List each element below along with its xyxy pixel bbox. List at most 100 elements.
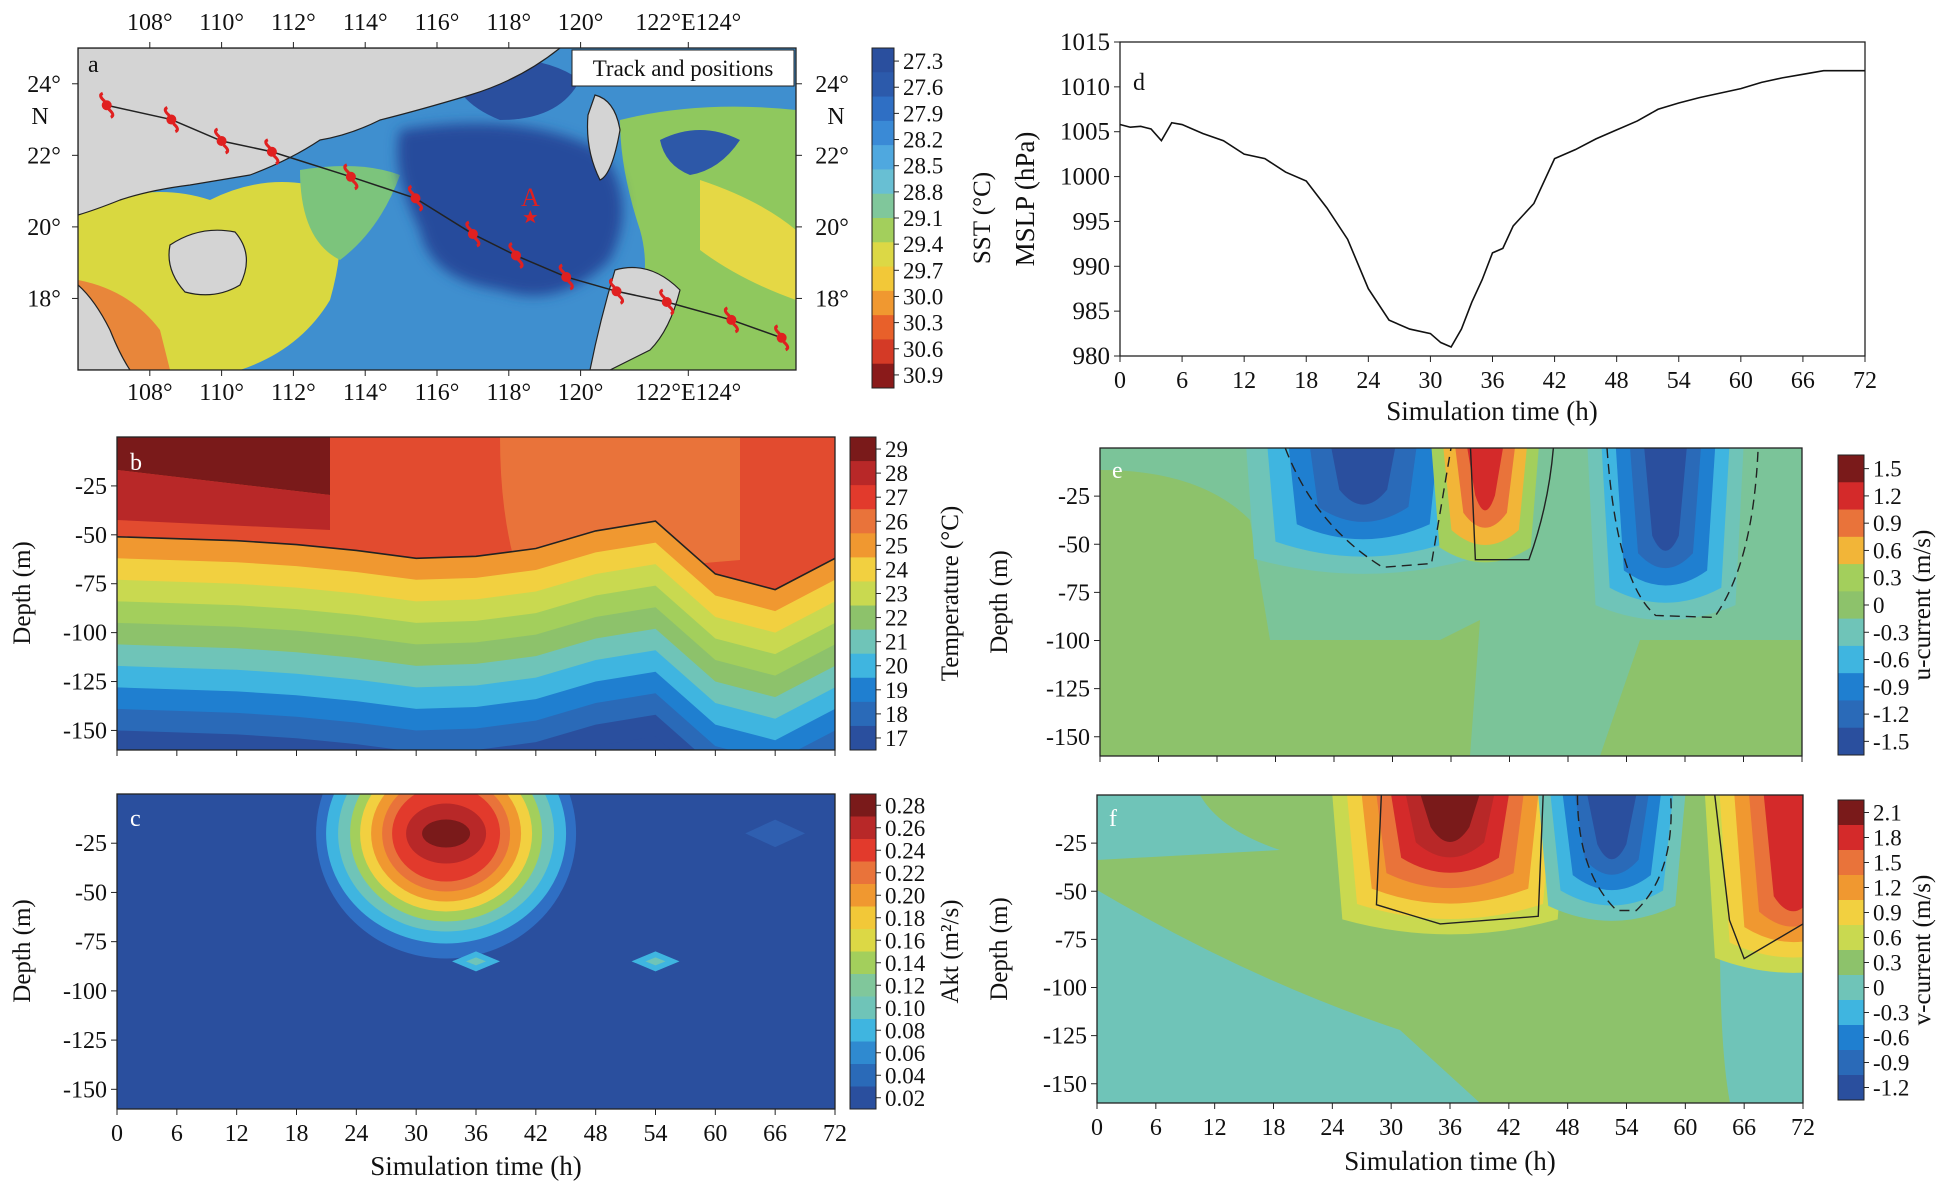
u-zero-contour-dashed-1 [1284,448,1452,569]
time-tick-label: 18 [1262,1115,1286,1141]
sst-east-cold [660,130,740,175]
panel-a: A Track and positions a 108° 108° 110° 110°… [27,10,996,406]
time-tick-label: 30 [1379,1115,1403,1141]
colorbar-label: Temperature (°C) [937,506,964,682]
colorbar-tick-label: 19 [885,678,908,703]
colorbar-swatch [1838,618,1864,647]
colorbar-swatch [850,701,876,727]
lat-unit-left: N [31,104,48,130]
colorbar-swatch [1838,564,1864,592]
colorbar-tick-label: 30.6 [903,337,943,362]
time-tick-label: 60 [1729,368,1753,394]
panel-f: f 0 6 12 18 24 30 36 42 48 54 60 66 72 -25 -50 -75 -100 -… [986,794,1936,1176]
colorbar-swatch [850,816,876,840]
xlabel-c: Simulation time (h) [370,1151,581,1181]
typhoon-marker-eye [561,271,572,282]
colorbar-tick-label: 20 [885,654,908,679]
panel-c-axes: 0 6 12 18 24 30 36 42 48 54 60 66 72 -25 -50 -75 -100 -12… [63,831,847,1147]
lon-tick-label-bottom: 122°E124° [635,380,741,406]
depth-tick-label: -75 [1058,580,1090,606]
colorbar-v: 2.11.81.51.20.90.60.30-0.3-0.6-0.9-1.2 v-… [1837,799,1936,1101]
panel-c: c 0 6 12 18 24 30 36 42 48 54 60 66 72 -25 -50 -75 -100 -… [9,793,964,1181]
typhoon-marker-arm [163,106,179,133]
ylabel-c: Depth (m) [9,899,36,1002]
mslp-tick-label: 995 [1073,208,1111,235]
colorbar-tick-label: 22 [885,606,908,631]
colorbar-tick-label: 0.16 [885,928,925,953]
colorbar-swatch [850,951,876,975]
typhoon-position-marker [723,306,739,334]
u-contour-solid [1469,448,1555,561]
colorbar-tick-label: 0 [1873,593,1885,618]
typhoon-marker-eye [510,250,521,261]
temp-band-29 [117,437,330,495]
legend-box [571,49,795,87]
typhoon-position-marker [343,163,359,191]
panel-label-c: c [130,806,141,832]
panel-b-field [117,437,835,750]
colorbar-swatch [1838,455,1864,483]
depth-tick-label: -125 [63,670,107,696]
depth-tick-label: -25 [1058,484,1090,510]
colorbar-tick-label: 0.20 [885,883,925,908]
typhoon-position-marker [558,263,574,291]
akt-secondary-core [645,957,666,966]
colorbar-sst: 27.327.627.928.228.528.829.129.429.730.0… [871,47,996,389]
typhoon-marker-eye [410,193,421,204]
time-tick-label: 66 [1791,368,1815,394]
colorbar-tick-label: 28.8 [903,180,943,205]
depth-tick-label: -150 [63,1077,107,1103]
v-weak-neg-west [1097,890,1480,1103]
colorbar-swatch [872,169,894,195]
colorbar-tick-label: -0.6 [1873,1026,1909,1051]
colorbar-swatch [1838,645,1864,674]
typhoon-marker-arm [343,163,359,191]
panel-label-a: a [88,52,99,78]
colorbar-swatch [850,1019,876,1042]
colorbar-tick-label: 30.9 [903,363,943,388]
colorbar-frame [849,793,877,1110]
panel-f-axes: 0 6 12 18 24 30 36 42 48 54 60 66 72 -25 -50 -75 -100 -12… [1043,831,1815,1141]
colorbar-tick-label: -1.2 [1873,702,1909,727]
lat-tick-label-right: 22° [815,143,849,169]
lat-unit-right: N [827,104,844,130]
lon-tick-label-top: 118° [486,10,531,36]
lat-tick-label-left: 18° [27,286,61,312]
v-positive-core-1 [1420,795,1480,842]
colorbar-swatch [850,509,876,534]
colorbar-swatch [850,557,876,582]
v-positive-core-2 [1763,795,1803,912]
colorbar-swatch [850,725,876,751]
panel-d-frame [1119,41,1866,357]
colorbar-tick-label: 0.14 [885,951,926,976]
time-tick-label: 60 [703,1121,727,1147]
panel-e-axes: -25 -50 -75 -100 -125 -150 [1046,484,1803,762]
colorbar-swatch [850,677,876,703]
depth-tick-label: -125 [1043,1024,1087,1050]
colorbar-tick-label: 0.9 [1873,901,1902,926]
mslp-tick-label: 1015 [1060,29,1110,56]
colorbar-tick-label: 21 [885,630,908,655]
colorbar-tick-label: -1.2 [1873,1076,1909,1101]
lon-tick-label-top: 120° [558,10,604,36]
colorbar-frame [1837,799,1865,1101]
colorbar-tick-label: 0.26 [885,816,925,841]
ylabel-b: Depth (m) [9,541,36,644]
colorbar-swatch [850,629,876,655]
time-tick-label: 72 [1791,1115,1815,1141]
time-tick-label: 66 [763,1121,787,1147]
colorbar-swatch [1838,900,1864,926]
lon-tick-label-bottom: 118° [486,380,531,406]
colorbar-tick-label: 0.22 [885,861,925,886]
colorbar-swatch [850,605,876,631]
colorbar-swatch [1838,509,1864,538]
typhoon-marker-arm [264,138,280,166]
time-tick-label: 24 [1320,1115,1344,1141]
legend-text: Track and positions [593,56,774,81]
time-tick-label: 72 [1853,368,1877,394]
colorbar-tick-label: 27 [885,485,908,510]
colorbar-tick-label: 28 [885,461,908,486]
typhoon-marker-eye [266,146,277,157]
colorbar-tick-label: 0.28 [885,793,925,818]
